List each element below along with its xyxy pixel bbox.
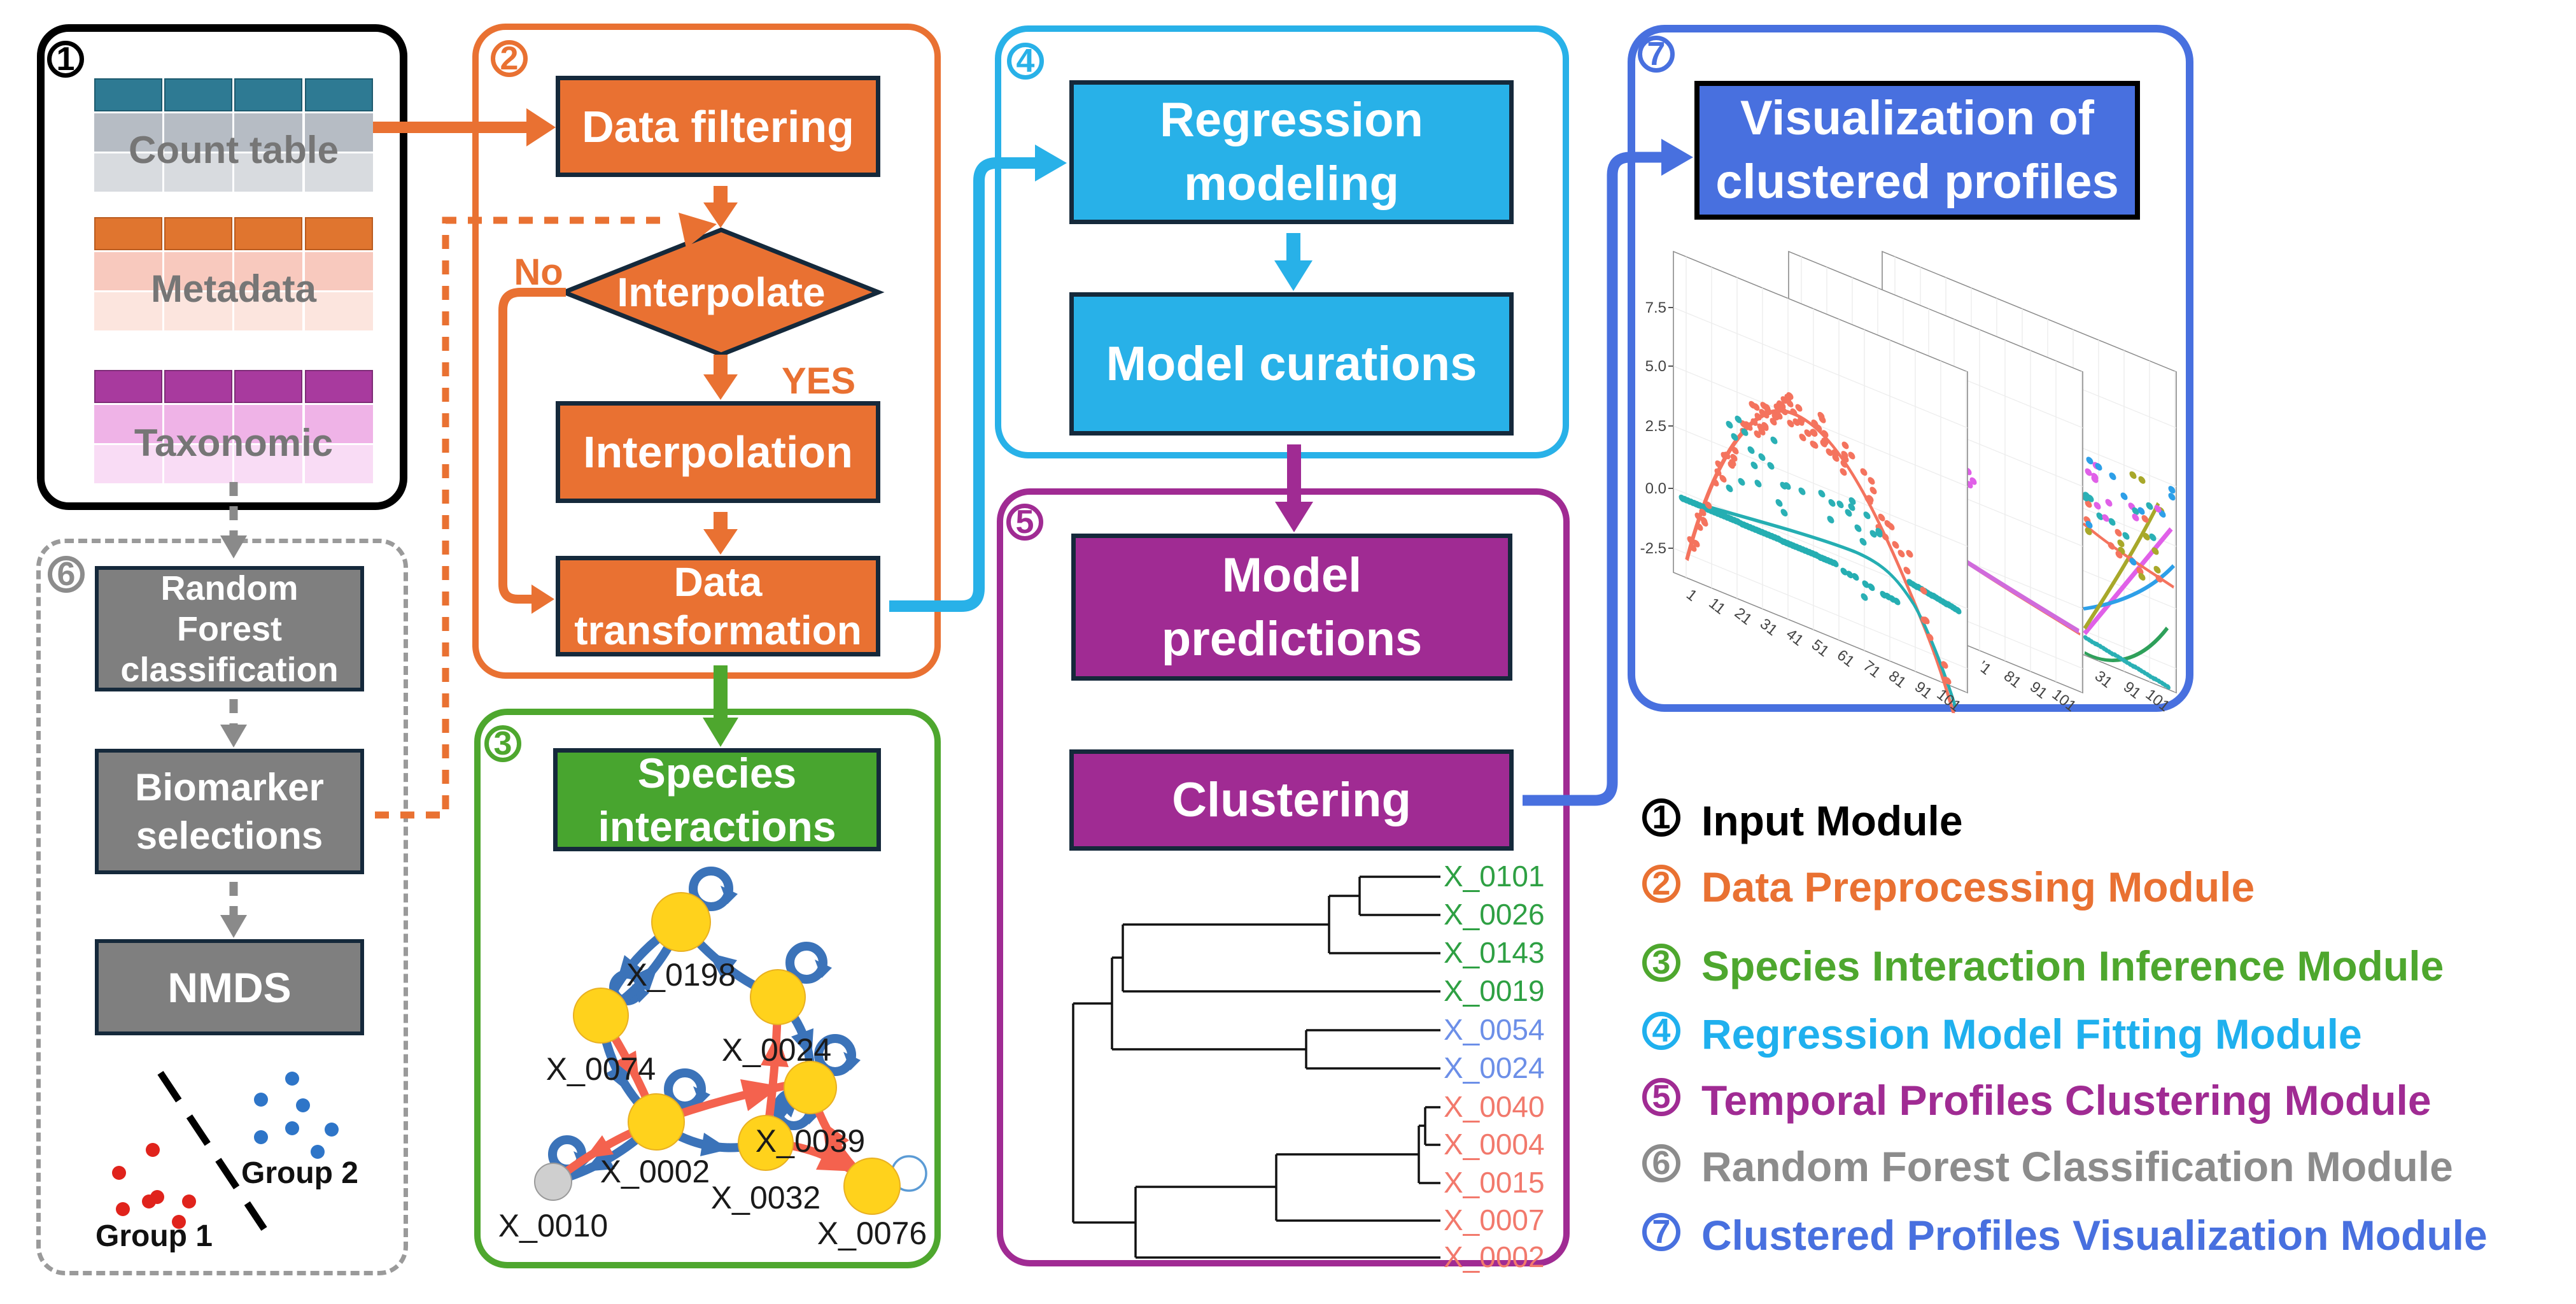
svg-text:51: 51 [1808,636,1833,660]
svg-text:X_0024: X_0024 [722,1032,831,1068]
svg-text:101: 101 [1934,686,1964,715]
svg-text:-2.5: -2.5 [1640,540,1666,557]
svg-text:X_0074: X_0074 [546,1051,656,1087]
svg-text:11: 11 [1705,595,1728,618]
svg-text:Interpolate: Interpolate [617,269,825,315]
svg-text:X_0015: X_0015 [1444,1166,1545,1199]
svg-text:61: 61 [1834,646,1858,670]
svg-text:41: 41 [1783,625,1807,649]
svg-text:X_0054: X_0054 [1444,1013,1545,1046]
svg-text:81: 81 [2001,667,2025,691]
svg-text:X_0076: X_0076 [817,1215,927,1251]
svg-text:No: No [514,252,563,293]
svg-text:1: 1 [1683,586,1700,605]
svg-text:X_0032: X_0032 [711,1180,820,1215]
svg-text:101: 101 [2049,686,2080,715]
svg-text:YES: YES [782,360,855,402]
svg-text:91: 91 [2120,678,2144,702]
svg-text:5.0: 5.0 [1645,358,1666,375]
svg-text:X_0002: X_0002 [1444,1240,1545,1273]
svg-text:81: 81 [1885,667,1910,691]
svg-text:101: 101 [2143,686,2173,715]
svg-text:31: 31 [1757,615,1781,639]
svg-text:X_0004: X_0004 [1444,1128,1545,1161]
svg-text:X_0019: X_0019 [1444,974,1545,1007]
svg-text:2.5: 2.5 [1645,418,1666,435]
svg-text:71: 71 [1860,657,1884,681]
svg-text:7.5: 7.5 [1645,299,1666,316]
svg-text:X_0198: X_0198 [626,957,736,993]
svg-text:X_0143: X_0143 [1444,936,1545,969]
svg-text:21: 21 [1731,604,1756,628]
svg-text:’1: ’1 [1974,658,1994,679]
svg-text:91: 91 [1911,678,1936,702]
svg-text:X_0010: X_0010 [498,1208,608,1244]
svg-text:31: 31 [2092,667,2116,691]
svg-text:X_0040: X_0040 [1444,1090,1545,1123]
svg-text:X_0007: X_0007 [1444,1203,1545,1237]
svg-text:X_0026: X_0026 [1444,898,1545,931]
svg-text:X_0039: X_0039 [756,1123,865,1159]
svg-text:91: 91 [2027,678,2051,702]
svg-text:X_0101: X_0101 [1444,860,1545,893]
svg-text:0.0: 0.0 [1645,480,1666,497]
svg-text:X_0024: X_0024 [1444,1051,1545,1084]
svg-text:X_0002: X_0002 [600,1154,710,1189]
